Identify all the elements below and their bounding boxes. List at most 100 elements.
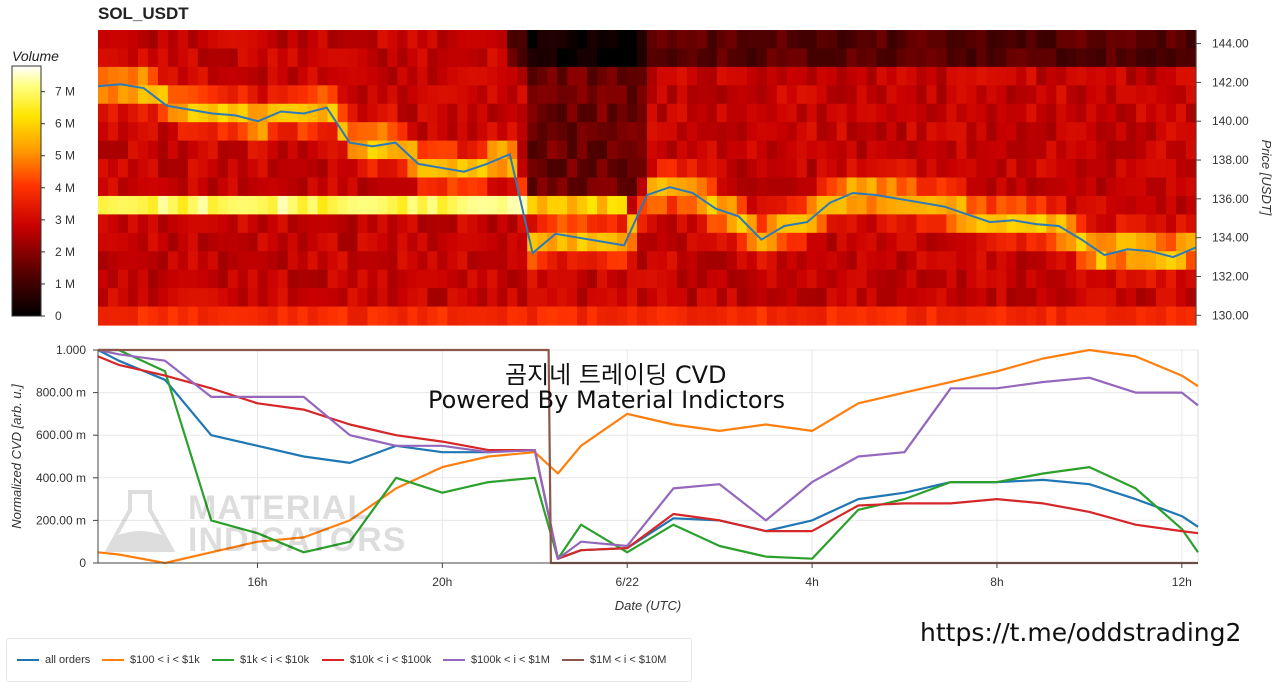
heatmap-cell	[207, 306, 219, 326]
heatmap-cell	[1036, 48, 1047, 68]
heatmap-cell	[597, 288, 608, 308]
heatmap-cell	[786, 85, 798, 105]
heatmap-cell	[976, 306, 987, 326]
heatmap-cell	[327, 48, 339, 68]
heatmap-cell	[427, 48, 438, 68]
heatmap-cell	[936, 232, 948, 252]
heatmap-cell	[227, 269, 239, 289]
heatmap-cell	[1106, 122, 1117, 142]
heatmap-cell	[886, 159, 898, 179]
heatmap-cell	[257, 306, 269, 326]
heatmap-cell	[387, 232, 399, 252]
heatmap-cell	[527, 288, 538, 308]
heatmap-cell	[1086, 269, 1097, 289]
heatmap-cell	[427, 103, 438, 123]
heatmap-cell	[1126, 159, 1137, 179]
heatmap-cell	[1046, 288, 1057, 308]
heatmap-cell	[1156, 214, 1167, 234]
heatmap-cell	[137, 195, 149, 215]
heatmap-cell	[876, 288, 888, 308]
heatmap-cell	[457, 48, 468, 68]
heatmap-cell	[457, 66, 468, 86]
legend-item[interactable]: $1k < i < $10k	[212, 639, 309, 681]
heatmap-cell	[876, 48, 888, 68]
heatmap-cell	[247, 30, 259, 50]
heatmap-cell	[886, 214, 898, 234]
heatmap-cell	[127, 288, 139, 308]
heatmap-cell	[1056, 66, 1067, 86]
heatmap-cell	[397, 159, 409, 179]
heatmap-cell	[257, 159, 269, 179]
heatmap-cell	[387, 177, 399, 197]
heatmap-cell	[607, 177, 618, 197]
heatmap-cell	[487, 66, 498, 86]
heatmap-cell	[666, 195, 678, 215]
heatmap-cell	[1126, 66, 1137, 86]
heatmap-cell	[187, 30, 199, 50]
heatmap-cell	[1046, 251, 1057, 271]
heatmap-cell	[537, 269, 548, 289]
heatmap-cell	[706, 232, 718, 252]
heatmap-cell	[117, 85, 129, 105]
heatmap-cell	[756, 66, 768, 86]
heatmap-cell	[477, 30, 488, 50]
heatmap-cell	[1056, 251, 1067, 271]
heatmap-cell	[98, 214, 109, 234]
heatmap-cell	[846, 103, 858, 123]
heatmap-cell	[1136, 140, 1147, 160]
heatmap-cell	[856, 195, 868, 215]
legend-item[interactable]: $100 < i < $1k	[102, 639, 200, 681]
overlay-subtitle: Powered By Material Indictors	[428, 386, 785, 414]
heatmap-cell	[786, 232, 798, 252]
heatmap-cell	[1136, 177, 1147, 197]
legend-item[interactable]: $100k < i < $1M	[443, 639, 550, 681]
heatmap-cell	[686, 306, 698, 326]
heatmap-cell	[267, 48, 279, 68]
heatmap-cell	[407, 306, 419, 326]
heatmap-cell	[457, 85, 468, 105]
heatmap-cell	[387, 140, 399, 160]
heatmap-cell	[577, 269, 588, 289]
heatmap-cell	[896, 269, 908, 289]
heatmap-cell	[696, 30, 708, 50]
heatmap-cell	[1176, 195, 1187, 215]
heatmap-cell	[1036, 177, 1047, 197]
heatmap-cell	[287, 66, 299, 86]
heatmap-cell	[317, 251, 329, 271]
heatmap-cell	[367, 159, 379, 179]
heatmap-cell	[287, 159, 299, 179]
heatmap-cell	[946, 159, 958, 179]
heatmap-cell	[1026, 269, 1037, 289]
heatmap-cell	[1076, 159, 1087, 179]
legend-item[interactable]: all orders	[17, 639, 90, 681]
heatmap-cell	[1016, 103, 1027, 123]
heatmap-cell	[1106, 66, 1117, 86]
legend-item[interactable]: $1M < i < $10M	[562, 639, 666, 681]
heatmap-cell	[1146, 85, 1157, 105]
heatmap-cell	[147, 159, 159, 179]
heatmap-cell	[127, 177, 139, 197]
heatmap-cell	[706, 48, 718, 68]
heatmap-cell	[1086, 30, 1097, 50]
heatmap-cell	[816, 214, 828, 234]
heatmap-cell	[796, 159, 808, 179]
heatmap-cell	[1076, 195, 1087, 215]
heatmap-cell	[307, 85, 319, 105]
heatmap-cell	[896, 30, 908, 50]
heatmap-cell	[746, 66, 758, 86]
telegram-link[interactable]: https://t.me/oddstrading2	[920, 618, 1242, 647]
heatmap-cell	[267, 269, 279, 289]
heatmap-cell	[776, 195, 788, 215]
heatmap-cell	[447, 195, 458, 215]
heatmap-cell	[577, 251, 588, 271]
heatmap-cell	[1056, 306, 1067, 326]
heatmap-cell	[1016, 306, 1027, 326]
heatmap-cell	[866, 177, 878, 197]
heatmap-cell	[836, 122, 848, 142]
legend-item[interactable]: $10k < i < $100k	[322, 639, 431, 681]
heatmap-cell	[167, 251, 179, 271]
heatmap-cell	[157, 232, 169, 252]
heatmap-cell	[377, 85, 389, 105]
heatmap-cell	[167, 269, 179, 289]
heatmap-cell	[736, 122, 748, 142]
